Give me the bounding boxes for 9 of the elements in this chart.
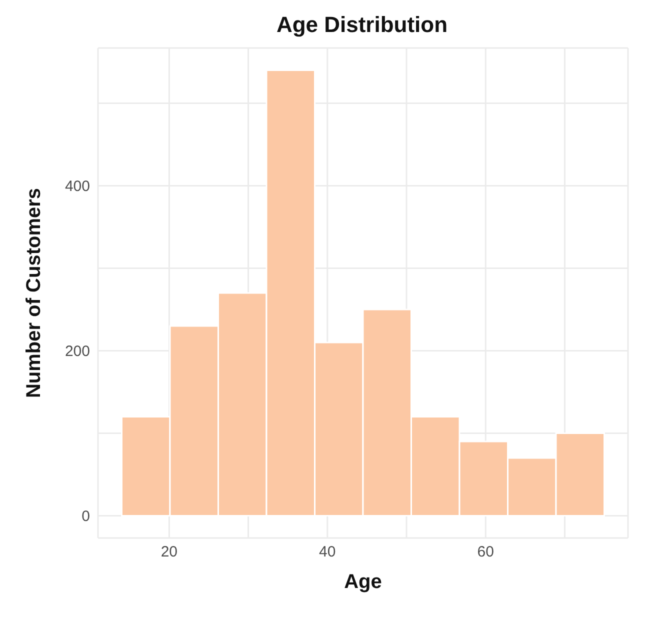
x-axis-title: Age: [344, 571, 382, 593]
x-tick-label: 20: [160, 544, 178, 561]
x-tick-label: 40: [319, 544, 336, 561]
y-tick-label: 0: [82, 508, 90, 526]
y-axis-title: Number of Customers: [23, 188, 46, 398]
y-tick-label: 200: [64, 343, 90, 360]
y-tick-label: 400: [64, 178, 90, 196]
x-tick-label: 60: [477, 544, 494, 561]
chart-title: Age Distribution: [275, 12, 449, 38]
